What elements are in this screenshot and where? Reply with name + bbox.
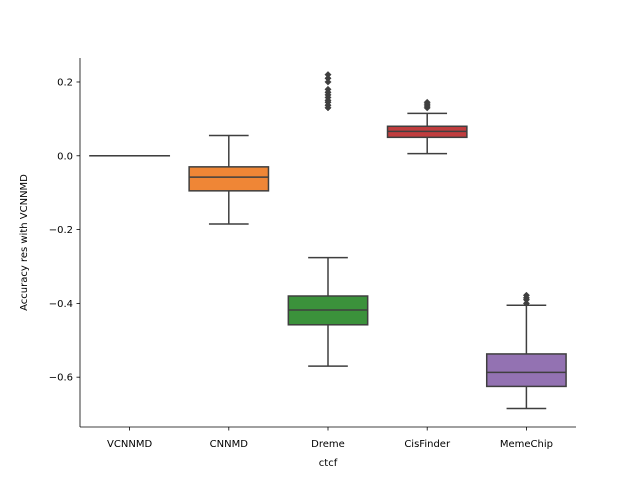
x-tick-label: MemeChip xyxy=(500,439,553,450)
x-tick-label: Dreme xyxy=(311,439,345,450)
outlier-point xyxy=(522,299,530,307)
box-group-memechip xyxy=(485,291,567,410)
box-body xyxy=(485,353,567,388)
y-tick-label: −0.2 xyxy=(49,225,73,236)
outlier-point xyxy=(324,71,332,79)
x-ticks: VCNNMD CNNMD Dreme CisFinder MemeChip xyxy=(107,427,553,450)
y-tick-label: −0.4 xyxy=(49,299,73,310)
outlier-point xyxy=(423,98,431,106)
x-tick-label: CNNMD xyxy=(210,439,249,450)
outlier-point xyxy=(324,78,332,86)
box-group-cnnmd xyxy=(188,134,270,225)
x-tick-label: VCNNMD xyxy=(107,439,152,450)
box-body xyxy=(188,166,270,192)
y-tick-label: 0.0 xyxy=(57,151,73,162)
box-group-cisfinder xyxy=(386,98,468,155)
y-ticks: 0.2 0.0 −0.2 −0.4 −0.6 xyxy=(49,77,80,384)
x-tick-label: CisFinder xyxy=(404,439,451,450)
boxes-layer xyxy=(89,71,567,410)
outlier-point xyxy=(324,85,332,93)
outlier-point xyxy=(522,291,530,299)
box-group-dreme xyxy=(287,71,369,367)
y-tick-label: −0.6 xyxy=(49,373,73,384)
y-tick-label: 0.2 xyxy=(57,77,73,88)
x-axis-label: ctcf xyxy=(319,458,338,469)
outlier-point xyxy=(324,74,332,82)
y-axis-label: Accuracy res with VCNNMD xyxy=(19,174,30,311)
